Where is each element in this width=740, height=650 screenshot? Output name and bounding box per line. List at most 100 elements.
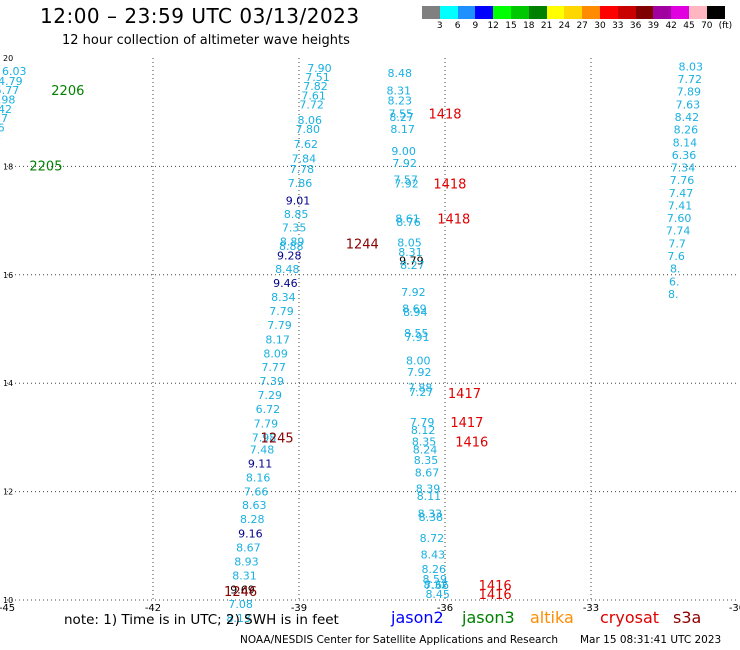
swh-value: 7.35 xyxy=(282,222,307,235)
swh-value: 7.27 xyxy=(409,386,434,399)
swh-value: 8.23 xyxy=(387,94,412,107)
y-tick-label: 10 xyxy=(3,596,13,605)
swh-value: 8.33 xyxy=(418,507,443,520)
x-tick-label: -39 xyxy=(291,603,307,614)
y-tick-label: 18 xyxy=(3,162,13,171)
swh-value: 7.76 xyxy=(670,174,695,187)
pass-time-label: 2206 xyxy=(51,84,84,99)
generated-timestamp: Mar 15 08:31:41 UTC 2023 xyxy=(580,634,722,646)
legend-label: 9 xyxy=(472,21,479,31)
footer-note: note: 1) Time is in UTC; 2) SWH is in fe… xyxy=(64,612,339,628)
swh-value: 8.59 xyxy=(423,573,448,586)
legend-swatch xyxy=(564,6,583,19)
satellite-cryosat: cryosat xyxy=(600,608,660,627)
legend-swatch xyxy=(689,6,707,19)
swh-value: 7.82 xyxy=(303,80,328,93)
legend-swatch xyxy=(528,6,547,19)
swh-value: 8.00 xyxy=(406,354,431,367)
swh-value: 7.90 xyxy=(307,62,332,75)
legend-label: 30 xyxy=(594,21,606,31)
swh-value: 8.24 xyxy=(413,443,438,456)
swh-value: 7.51 xyxy=(305,71,330,84)
swh-value: 7.92 xyxy=(407,366,432,379)
swh-value: 7.80 xyxy=(296,123,321,136)
pass-time-label: 1417 xyxy=(448,387,481,402)
swh-value: 8.48 xyxy=(387,67,412,80)
swh-value: 8.26 xyxy=(674,124,699,137)
x-tick-label: -36 xyxy=(437,603,453,614)
swh-value: 4.79 xyxy=(0,75,23,88)
pass-time-label: 2205 xyxy=(29,159,62,174)
swh-value: 8.27 xyxy=(400,259,425,272)
swh-value: 8.88 xyxy=(279,240,304,253)
swh-value: 6.42 xyxy=(0,103,12,116)
y-tick-label: 16 xyxy=(3,271,13,280)
swh-value: 8.85 xyxy=(284,208,309,221)
swh-value: 9.79 xyxy=(399,255,424,268)
satellite-jason2: jason2 xyxy=(391,608,444,627)
legend-swatch xyxy=(439,6,458,19)
legend-swatch xyxy=(422,6,440,19)
swh-value: 8.27 xyxy=(389,111,414,124)
legend-label: 42 xyxy=(665,21,677,31)
pass-time-label: 1416 xyxy=(455,436,488,451)
swh-value: 7.6 xyxy=(667,250,685,263)
swh-value: 9.28 xyxy=(277,249,302,262)
swh-value: 7.62 xyxy=(294,138,319,151)
swh-value: 7.84 xyxy=(292,152,317,165)
swh-value: 8.39 xyxy=(416,482,441,495)
satellite-jason3: jason3 xyxy=(462,608,515,627)
legend-swatch xyxy=(653,6,672,19)
pass-time-label: 1416 xyxy=(479,579,512,594)
legend-swatch xyxy=(706,6,725,19)
swh-value: 7.92 xyxy=(401,286,426,299)
legend-swatch xyxy=(493,6,511,19)
x-tick-label: -33 xyxy=(583,603,599,614)
swh-value: 7.47 xyxy=(669,187,694,200)
swh-value: 7.08 xyxy=(228,598,253,611)
swh-value: 7.72 xyxy=(299,99,324,112)
legend-label: 39 xyxy=(647,21,660,31)
swh-value: 8.17 xyxy=(390,123,415,136)
legend-label: 21 xyxy=(540,21,553,31)
swh-value: 7.79 xyxy=(410,416,435,429)
swh-value: 7.34 xyxy=(671,161,696,174)
swh-value: 7.63 xyxy=(676,99,701,112)
swh-value: 7.92 xyxy=(394,178,419,191)
swh-value: 7.41 xyxy=(668,199,693,212)
swh-value: 8. xyxy=(668,288,679,301)
swh-value: 6. xyxy=(669,275,680,288)
swh-value: 8.67 xyxy=(236,541,261,554)
legend-label: 36 xyxy=(629,21,642,31)
swh-value: 7.79 xyxy=(254,417,279,430)
x-tick-label: -30 xyxy=(729,603,740,614)
swh-value: 8.03 xyxy=(679,61,704,74)
swh-value: 8.17 xyxy=(265,333,290,346)
swh-value: 8.09 xyxy=(263,347,288,360)
swh-value: 7.39 xyxy=(259,375,284,388)
swh-value: 8. xyxy=(670,262,681,275)
swh-value: 6.03 xyxy=(2,65,27,78)
legend-label: 24 xyxy=(558,21,571,31)
y-tick-label: 12 xyxy=(3,488,13,497)
swh-value: 7.98 xyxy=(252,431,277,444)
pass-time-label: 1418 xyxy=(433,178,466,193)
swh-value: 8.16 xyxy=(246,472,271,485)
swh-value: 7.48 xyxy=(250,443,275,456)
legend-swatch xyxy=(600,6,618,19)
legend-label: 33 xyxy=(612,21,624,31)
swh-value: 8.93 xyxy=(234,556,259,569)
swh-value: 7.88 xyxy=(408,382,433,395)
satellite-s3a: s3a xyxy=(673,608,702,627)
pass-time-label: 1418 xyxy=(437,212,470,227)
swh-value: 9.69 xyxy=(230,584,255,597)
page-subtitle: 12 hour collection of altimeter wave hei… xyxy=(62,33,350,48)
x-tick-label: -42 xyxy=(145,603,161,614)
swh-value: 8.32 xyxy=(424,578,449,591)
swh-value: 8.14 xyxy=(673,137,698,150)
swh-value: 7.79 xyxy=(267,319,292,332)
axis-ticks: -45-42-39-36-33-30101214161820 xyxy=(0,54,740,614)
pass-time-label: 1246 xyxy=(224,585,257,600)
swh-value: 6.04 xyxy=(0,131,1,144)
